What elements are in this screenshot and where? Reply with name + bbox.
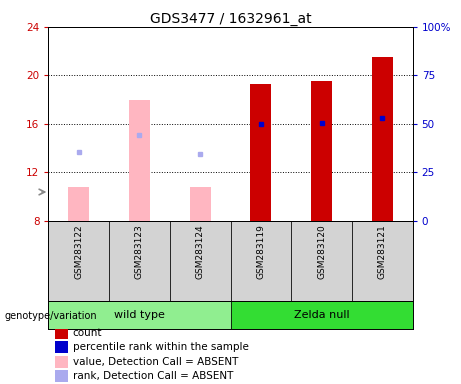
Bar — [48, 221, 109, 301]
Text: percentile rank within the sample: percentile rank within the sample — [73, 343, 249, 353]
Text: count: count — [73, 328, 102, 338]
Text: genotype/variation: genotype/variation — [5, 311, 97, 321]
Bar — [230, 301, 413, 329]
Title: GDS3477 / 1632961_at: GDS3477 / 1632961_at — [150, 12, 311, 26]
Text: GSM283119: GSM283119 — [256, 224, 266, 279]
Bar — [352, 221, 413, 301]
Text: GSM283122: GSM283122 — [74, 224, 83, 279]
Text: GSM283120: GSM283120 — [317, 224, 326, 279]
Bar — [170, 221, 230, 301]
Bar — [109, 221, 170, 301]
Text: rank, Detection Call = ABSENT: rank, Detection Call = ABSENT — [73, 371, 233, 381]
Text: Zelda null: Zelda null — [294, 310, 349, 321]
Bar — [129, 99, 150, 221]
Text: wild type: wild type — [114, 310, 165, 321]
Bar — [55, 341, 68, 353]
Bar — [372, 57, 393, 221]
Bar — [250, 84, 272, 221]
Bar — [291, 221, 352, 301]
Text: GSM283123: GSM283123 — [135, 224, 144, 279]
Bar — [68, 187, 89, 221]
Bar — [55, 356, 68, 367]
Text: value, Detection Call = ABSENT: value, Detection Call = ABSENT — [73, 357, 238, 367]
Text: GSM283124: GSM283124 — [195, 224, 205, 279]
Bar — [230, 221, 291, 301]
Bar — [311, 81, 332, 221]
Text: GSM283121: GSM283121 — [378, 224, 387, 279]
Bar — [48, 301, 230, 329]
Bar — [55, 370, 68, 382]
Bar — [189, 187, 211, 221]
Bar — [55, 327, 68, 339]
